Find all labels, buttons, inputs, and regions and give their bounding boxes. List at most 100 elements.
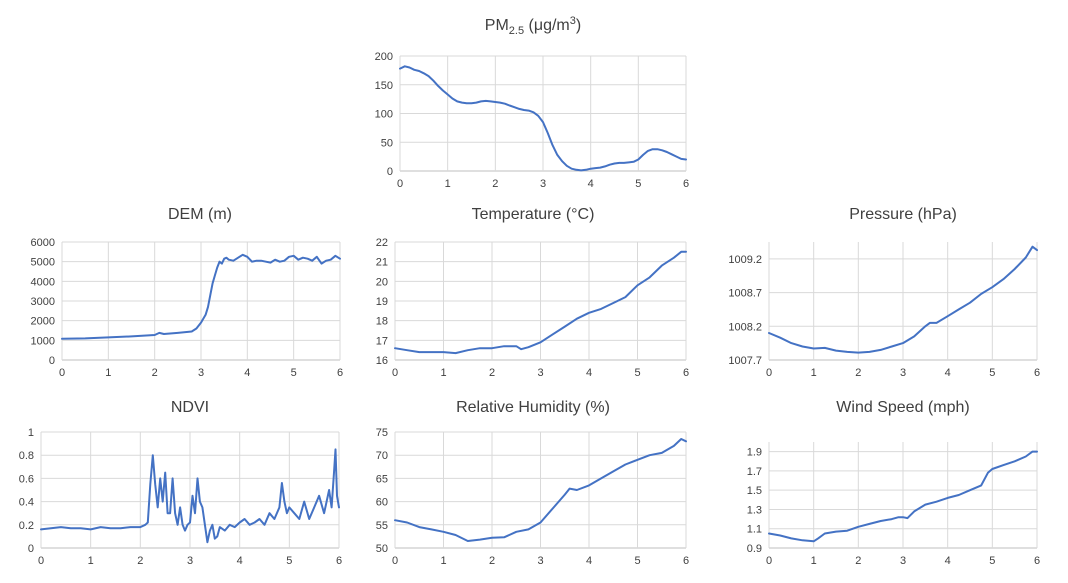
temperature-xtick-2: 2 bbox=[489, 367, 495, 379]
wind-ytick-0: 0.9 bbox=[747, 543, 762, 555]
dem-ytick-4: 4000 bbox=[31, 276, 55, 288]
pressure-ytick-2: 1008.7 bbox=[728, 288, 762, 300]
pressure-series-line-0 bbox=[768, 245, 1038, 354]
temperature-series-line-0 bbox=[394, 250, 687, 355]
dem-xtick-2: 2 bbox=[152, 367, 158, 379]
humidity-ytick-5: 75 bbox=[376, 427, 388, 439]
humidity-title-main: Relative Humidity (%) bbox=[456, 399, 610, 416]
pressure-xtick-1: 1 bbox=[811, 367, 817, 379]
dem-xtick-4: 4 bbox=[244, 367, 250, 379]
dem-ytick-5: 5000 bbox=[31, 257, 55, 269]
wind-ytick-4: 1.7 bbox=[747, 466, 762, 478]
temperature-title: Temperature (°C) bbox=[472, 206, 595, 223]
pressure-xtick-0: 0 bbox=[766, 367, 772, 379]
humidity-chart: Relative Humidity (%) 50 55 60 65 70 75 0 1 2 3 4 5 6 bbox=[376, 399, 689, 567]
wind-ytick-3: 1.5 bbox=[747, 485, 762, 497]
ndvi-ytick-0: 0 bbox=[28, 543, 34, 555]
pressure-chart: Pressure (hPa) 1007.7 1008.2 1008.7 1009.2 0 1… bbox=[728, 206, 1040, 379]
pressure-title-main: Pressure (hPa) bbox=[849, 206, 957, 223]
pm25-xtick-5: 5 bbox=[635, 178, 641, 190]
ndvi-xtick-3: 3 bbox=[187, 555, 193, 567]
wind-xtick-1: 1 bbox=[811, 555, 817, 567]
temperature-ytick-1: 17 bbox=[376, 335, 388, 347]
pm25-xtick-3: 3 bbox=[540, 178, 546, 190]
pm25-xtick-2: 2 bbox=[492, 178, 498, 190]
humidity-xtick-3: 3 bbox=[537, 555, 543, 567]
dem-xtick-5: 5 bbox=[291, 367, 297, 379]
ndvi-xtick-6: 6 bbox=[336, 555, 342, 567]
humidity-xtick-4: 4 bbox=[586, 555, 592, 567]
pm25-title-subscript: 2.5 bbox=[509, 25, 524, 37]
wind-xtick-3: 3 bbox=[900, 555, 906, 567]
humidity-title: Relative Humidity (%) bbox=[456, 399, 610, 416]
wind-series-line-0 bbox=[768, 450, 1038, 543]
pm25-series-line-0 bbox=[399, 65, 687, 172]
dem-xtick-6: 6 bbox=[337, 367, 343, 379]
wind-ytick-5: 1.9 bbox=[747, 447, 762, 459]
wind-title: Wind Speed (mph) bbox=[836, 399, 969, 416]
wind-title-main: Wind Speed (mph) bbox=[836, 399, 969, 416]
pm25-xtick-1: 1 bbox=[445, 178, 451, 190]
pm25-ytick-1: 50 bbox=[381, 137, 393, 149]
dem-ytick-1: 1000 bbox=[31, 335, 55, 347]
temperature-ytick-0: 16 bbox=[376, 355, 388, 367]
temperature-ytick-5: 21 bbox=[376, 257, 388, 269]
wind-xtick-0: 0 bbox=[766, 555, 772, 567]
ndvi-ytick-3: 0.6 bbox=[19, 473, 34, 485]
pressure-xtick-3: 3 bbox=[900, 367, 906, 379]
humidity-xtick-6: 6 bbox=[683, 555, 689, 567]
temperature-ytick-2: 18 bbox=[376, 316, 388, 328]
ndvi-chart: NDVI 0 0.2 0.4 0.6 0.8 1 0 1 2 3 4 5 6 bbox=[19, 399, 342, 567]
ndvi-xtick-2: 2 bbox=[137, 555, 143, 567]
humidity-ytick-4: 70 bbox=[376, 450, 388, 462]
humidity-ytick-0: 50 bbox=[376, 543, 388, 555]
dem-title-main: DEM (m) bbox=[168, 206, 232, 223]
pm25-title-superscript: 3 bbox=[570, 15, 576, 27]
pressure-xtick-5: 5 bbox=[989, 367, 995, 379]
ndvi-xtick-5: 5 bbox=[286, 555, 292, 567]
pm25-title: PM2.5 (μg/m3) bbox=[485, 15, 581, 37]
pm25-xtick-6: 6 bbox=[683, 178, 689, 190]
pm25-ytick-0: 0 bbox=[387, 166, 393, 178]
dem-xtick-3: 3 bbox=[198, 367, 204, 379]
ndvi-ytick-2: 0.4 bbox=[19, 497, 34, 509]
humidity-xtick-2: 2 bbox=[489, 555, 495, 567]
ndvi-title-main: NDVI bbox=[171, 399, 209, 416]
temperature-ytick-6: 22 bbox=[376, 237, 388, 249]
ndvi-ytick-1: 0.2 bbox=[19, 520, 34, 532]
temperature-xtick-3: 3 bbox=[537, 367, 543, 379]
wind-ytick-1: 1.1 bbox=[747, 524, 762, 536]
pressure-title: Pressure (hPa) bbox=[849, 206, 957, 223]
dem-title: DEM (m) bbox=[168, 206, 232, 223]
ndvi-series-line-0 bbox=[40, 448, 340, 544]
temperature-chart: Temperature (°C) 16 17 18 19 20 21 22 0 1 2 3 4 5 6 bbox=[376, 206, 689, 379]
wind-xtick-6: 6 bbox=[1034, 555, 1040, 567]
temperature-xtick-1: 1 bbox=[440, 367, 446, 379]
humidity-ytick-1: 55 bbox=[376, 520, 388, 532]
ndvi-ytick-4: 0.8 bbox=[19, 450, 34, 462]
temperature-ytick-4: 20 bbox=[376, 276, 388, 288]
temperature-xtick-5: 5 bbox=[634, 367, 640, 379]
wind-chart: Wind Speed (mph) 0.9 1.1 1.3 1.5 1.7 1.9 0 1 2 3 4 5… bbox=[747, 399, 1040, 567]
pm25-ytick-3: 150 bbox=[375, 80, 393, 92]
pressure-ytick-3: 1009.2 bbox=[728, 254, 762, 266]
pm25-title-end: ) bbox=[576, 17, 581, 34]
humidity-series-line-0 bbox=[394, 438, 687, 542]
ndvi-xtick-0: 0 bbox=[38, 555, 44, 567]
dem-series-line-0 bbox=[61, 253, 341, 340]
pm25-title-main: PM bbox=[485, 17, 509, 34]
dem-ytick-0: 0 bbox=[49, 355, 55, 367]
humidity-ytick-2: 60 bbox=[376, 497, 388, 509]
dem-ytick-3: 3000 bbox=[31, 296, 55, 308]
pm25-ytick-2: 100 bbox=[375, 109, 393, 121]
pressure-ytick-0: 1007.7 bbox=[728, 355, 762, 367]
pressure-xtick-6: 6 bbox=[1034, 367, 1040, 379]
pressure-xtick-2: 2 bbox=[855, 367, 861, 379]
ndvi-ytick-5: 1 bbox=[28, 427, 34, 439]
temperature-xtick-0: 0 bbox=[392, 367, 398, 379]
humidity-xtick-1: 1 bbox=[440, 555, 446, 567]
humidity-ytick-3: 65 bbox=[376, 473, 388, 485]
wind-ytick-2: 1.3 bbox=[747, 504, 762, 516]
dem-xtick-1: 1 bbox=[105, 367, 111, 379]
